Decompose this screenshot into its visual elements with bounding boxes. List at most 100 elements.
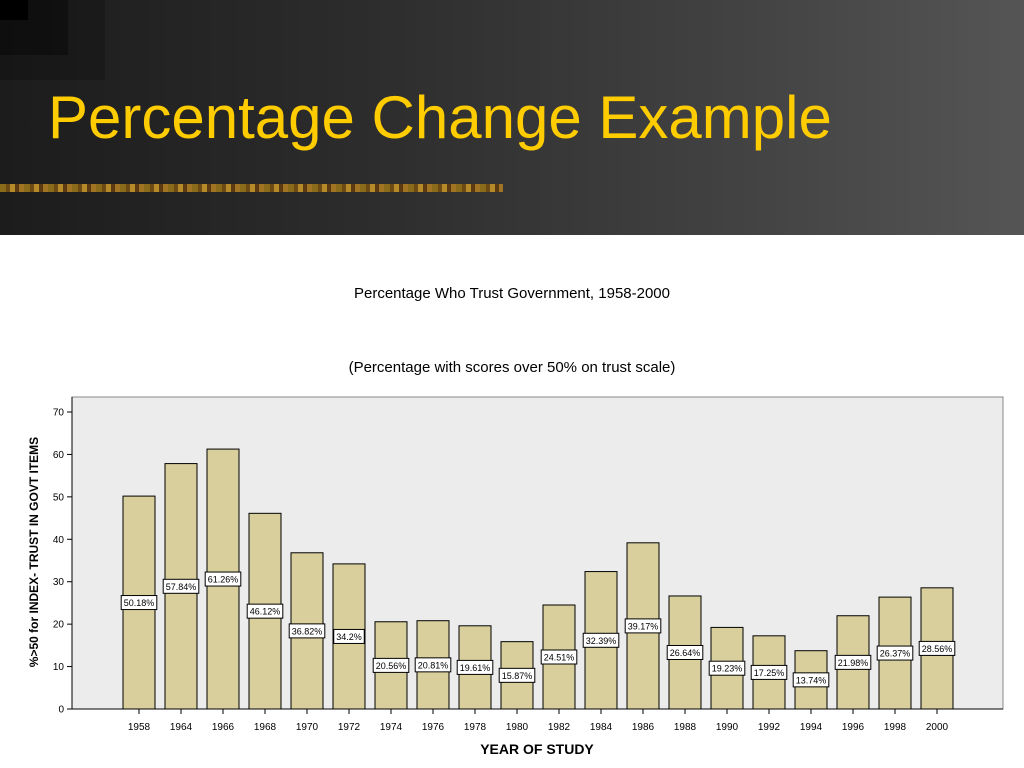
x-tick-label: 1958 xyxy=(128,722,151,733)
data-label-1976: 20.81% xyxy=(414,657,452,673)
data-label-text: 34.2% xyxy=(336,632,362,642)
x-axis-label: YEAR OF STUDY xyxy=(480,741,594,757)
data-label-text: 26.37% xyxy=(880,649,911,659)
x-tick-label: 1980 xyxy=(506,722,529,733)
data-label-text: 13.74% xyxy=(796,675,827,685)
y-axis-label: %>50 for INDEX- TRUST IN GOVT ITEMS xyxy=(27,437,41,667)
data-label-text: 46.12% xyxy=(250,607,281,617)
chart-subtitle: (Percentage with scores over 50% on trus… xyxy=(349,359,676,376)
data-label-text: 24.51% xyxy=(544,653,575,663)
data-label-box xyxy=(582,632,620,648)
x-tick-label: 1982 xyxy=(548,722,571,733)
data-label-box xyxy=(414,657,452,673)
title-underline-stripe xyxy=(0,184,503,192)
data-label-box xyxy=(372,657,410,673)
data-label-text: 61.26% xyxy=(208,575,239,585)
x-tick-label: 2000 xyxy=(926,722,949,733)
data-label-box xyxy=(540,649,578,665)
x-tick-label: 1968 xyxy=(254,722,277,733)
x-tick-label: 1986 xyxy=(632,722,655,733)
data-label-box xyxy=(708,660,746,676)
data-label-box xyxy=(246,603,284,619)
y-tick-label: 20 xyxy=(53,620,65,631)
data-label-box xyxy=(288,623,326,639)
data-label-2000: 28.56% xyxy=(918,640,956,656)
data-label-box xyxy=(162,578,200,594)
data-label-text: 28.56% xyxy=(922,644,953,654)
x-tick-label: 1970 xyxy=(296,722,319,733)
x-tick-label: 1972 xyxy=(338,722,361,733)
data-label-1988: 26.64% xyxy=(666,644,704,660)
y-tick-label: 70 xyxy=(53,408,65,419)
data-label-1994: 13.74% xyxy=(792,672,830,688)
data-label-1982: 24.51% xyxy=(540,649,578,665)
data-label-box xyxy=(204,571,242,587)
data-label-text: 39.17% xyxy=(628,621,659,631)
x-tick-label: 1988 xyxy=(674,722,697,733)
data-label-1964: 57.84% xyxy=(162,578,200,594)
x-axis: 1958 1964 1966 1968 1970 1972 1974 1976 1978 1980… xyxy=(72,708,1003,733)
data-label-1992: 17.25% xyxy=(750,664,788,680)
data-label-box xyxy=(834,654,872,670)
data-label-box xyxy=(750,664,788,680)
data-label-text: 50.18% xyxy=(124,598,155,608)
x-tick-label: 1974 xyxy=(380,722,403,733)
data-label-1980: 15.87% xyxy=(498,667,536,683)
data-label-box xyxy=(624,618,662,634)
data-label-1986: 39.17% xyxy=(624,618,662,634)
data-label-text: 57.84% xyxy=(166,582,197,592)
y-tick-label: 40 xyxy=(53,535,65,546)
corner-decoration xyxy=(0,0,28,20)
x-tick-label: 1976 xyxy=(422,722,445,733)
data-label-box xyxy=(876,645,914,661)
data-label-box xyxy=(792,672,830,688)
y-tick-label: 0 xyxy=(58,705,64,716)
data-label-1958: 50.18% xyxy=(120,595,158,611)
data-label-text: 26.64% xyxy=(670,648,701,658)
data-label-box xyxy=(498,667,536,683)
data-label-1984: 32.39% xyxy=(582,632,620,648)
slide-title: Percentage Change Example xyxy=(48,84,832,151)
data-label-box xyxy=(333,628,365,644)
x-tick-label: 1964 xyxy=(170,722,193,733)
data-label-text: 19.23% xyxy=(712,664,743,674)
y-axis: 0 10 20 30 40 50 60 70 xyxy=(53,397,73,716)
data-label-text: 20.81% xyxy=(418,660,449,670)
x-tick-label: 1996 xyxy=(842,722,865,733)
x-tick-label: 1994 xyxy=(800,722,823,733)
y-tick-label: 10 xyxy=(53,662,65,673)
data-label-1968: 46.12% xyxy=(246,603,284,619)
bars-group: 50.18% 57.84% 61.26% 46.12% 36.82% 34.2% 20.56… xyxy=(120,448,956,710)
data-label-text: 15.87% xyxy=(502,671,533,681)
x-tick-label: 1992 xyxy=(758,722,781,733)
data-label-text: 19.61% xyxy=(460,663,491,673)
data-label-1990: 19.23% xyxy=(708,660,746,676)
x-tick-label: 1990 xyxy=(716,722,739,733)
y-tick-label: 50 xyxy=(53,492,65,503)
x-tick-label: 1984 xyxy=(590,722,613,733)
data-label-1974: 20.56% xyxy=(372,657,410,673)
data-label-1978: 19.61% xyxy=(456,659,494,675)
data-label-box xyxy=(456,659,494,675)
x-tick-label: 1978 xyxy=(464,722,487,733)
data-label-text: 32.39% xyxy=(586,636,617,646)
data-label-text: 17.25% xyxy=(754,668,785,678)
y-tick-label: 60 xyxy=(53,450,65,461)
data-label-1966: 61.26% xyxy=(204,571,242,587)
data-label-1972: 34.2% xyxy=(333,628,365,644)
data-label-text: 21.98% xyxy=(838,658,869,668)
data-label-box xyxy=(666,644,704,660)
x-tick-label: 1966 xyxy=(212,722,235,733)
data-label-1998: 26.37% xyxy=(876,645,914,661)
chart-title: Percentage Who Trust Government, 1958-20… xyxy=(354,285,670,302)
data-label-text: 20.56% xyxy=(376,661,407,671)
data-label-1996: 21.98% xyxy=(834,654,872,670)
data-label-1970: 36.82% xyxy=(288,623,326,639)
data-label-text: 36.82% xyxy=(292,626,323,636)
y-tick-label: 30 xyxy=(53,577,65,588)
x-tick-label: 1998 xyxy=(884,722,907,733)
data-label-box xyxy=(918,640,956,656)
slide-header: Percentage Change Example xyxy=(0,0,1024,235)
data-label-box xyxy=(120,595,158,611)
